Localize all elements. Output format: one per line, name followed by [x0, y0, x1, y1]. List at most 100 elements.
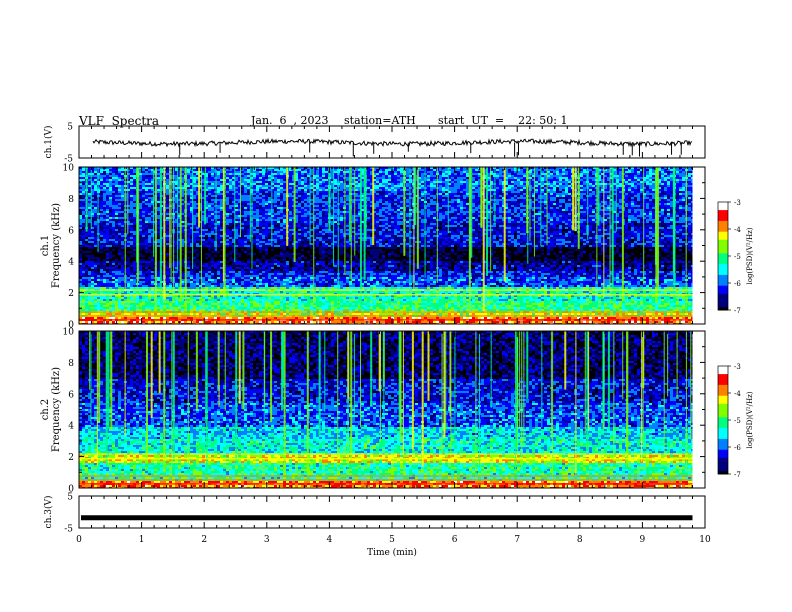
sferic-streak [169, 167, 171, 269]
sferic-streak [526, 331, 529, 399]
sferic-streak [574, 167, 577, 232]
sferic-streak [378, 331, 381, 392]
colorbar-tick-label: -4 [734, 390, 741, 398]
sferic-streak [416, 167, 419, 269]
colorbar-tick-label: -4 [734, 226, 741, 234]
sferic-streak [533, 167, 535, 257]
ch1-trace [92, 137, 693, 148]
y-axis-label: ch.1 [40, 235, 51, 257]
sferic-streak [372, 167, 375, 246]
sferic-streak [673, 167, 676, 302]
sferic-streak [324, 331, 326, 412]
sferic-streak [409, 167, 411, 309]
y-tick-label: -5 [64, 155, 73, 165]
sferic-streak [184, 167, 187, 315]
sferic-streak [478, 331, 480, 468]
ch1-waveform-panel [92, 137, 693, 157]
sferic-streak [89, 331, 91, 390]
sferic-streak [359, 167, 362, 308]
sferic-streak [309, 167, 311, 245]
sferic-streak [523, 331, 525, 448]
sferic-streak [383, 331, 385, 419]
sferic-streak [454, 331, 456, 444]
sferic-streak [96, 331, 98, 467]
sferic-streak [540, 167, 542, 247]
y-axis-label: ch.2 [40, 399, 51, 421]
sferic-streak [264, 331, 266, 406]
sferic-streak [337, 167, 339, 308]
sferic-streak [360, 331, 362, 428]
sferic-streak [90, 167, 92, 230]
sferic-streak [173, 167, 175, 303]
sferic-streak [626, 331, 628, 467]
sferic-streak [318, 331, 321, 438]
colorbar-tick-label: -6 [734, 280, 741, 288]
sferic-streak [138, 167, 140, 282]
sferic-streak [577, 167, 580, 249]
x-tick-label: 5 [389, 535, 395, 545]
sferic-streak [172, 331, 175, 463]
sferic-streak [223, 167, 226, 298]
ch3-waveform-panel [81, 515, 693, 521]
sferic-streak [564, 331, 567, 390]
sferic-streak [514, 331, 516, 471]
sferic-streak [195, 331, 198, 411]
sferic-streak [588, 331, 590, 431]
sferic-streak [283, 331, 286, 480]
sferic-streak [443, 331, 446, 438]
y-axis-label: ch.3(V) [43, 496, 54, 529]
sferic-streak [150, 331, 153, 418]
y-tick-label: 5 [67, 123, 73, 133]
sferic-streak [251, 167, 253, 270]
sferic-streak [519, 331, 521, 429]
sferic-streak [575, 331, 577, 476]
x-tick-label: 3 [264, 535, 270, 545]
narrowband-line [79, 315, 693, 317]
sferic-streak [204, 167, 207, 225]
narrowband-line [79, 289, 693, 291]
sferic-streak [413, 167, 415, 291]
sferic-streak [436, 167, 438, 283]
sferic-streak [271, 167, 273, 247]
sferic-streak [690, 331, 692, 440]
sferic-streak [249, 167, 251, 242]
sferic-streak [403, 167, 406, 256]
sferic-streak [124, 331, 126, 437]
y-tick-label: 6 [68, 390, 74, 400]
sferic-streak [171, 331, 173, 468]
x-tick-label: 4 [327, 535, 333, 545]
sferic-streak [414, 167, 417, 226]
sferic-streak [281, 331, 284, 411]
sferic-streak [485, 167, 488, 276]
sferic-streak [602, 331, 605, 423]
x-axis-label: Time (min) [367, 547, 417, 558]
sferic-streak [153, 167, 155, 257]
x-tick-label: 0 [76, 535, 82, 545]
sferic-streak [238, 331, 241, 404]
sferic-streak [526, 167, 529, 234]
x-tick-label: 6 [452, 535, 458, 545]
sferic-streak [370, 331, 373, 407]
sferic-streak [159, 167, 162, 305]
y-tick-label: 4 [68, 422, 74, 432]
start-time-label: start UT = 22: 50: 1 [438, 114, 568, 127]
sferic-streak [235, 331, 238, 461]
colorbar-tick-label: -3 [734, 363, 741, 371]
y-tick-label: 8 [68, 359, 74, 369]
sferic-streak [154, 167, 157, 310]
sferic-streak [626, 331, 629, 465]
y-tick-label: 2 [68, 289, 74, 299]
sferic-streak [344, 167, 346, 275]
y-tick-label: 6 [68, 226, 74, 236]
sferic-streak [179, 167, 182, 303]
sferic-streak [170, 167, 172, 283]
sferic-streak [503, 167, 506, 282]
chart-title: VLF Spectra [79, 114, 159, 128]
colorbar-label: log(PSD)(V²/Hz) [746, 227, 754, 284]
y-axis-label: Frequency (kHz) [51, 203, 62, 288]
y-axis-label: ch.1(V) [43, 126, 54, 159]
colorbar-tick-label: -7 [734, 307, 741, 315]
sferic-streak [552, 331, 554, 479]
sferic-streak [97, 167, 99, 252]
narrowband-line [79, 311, 693, 313]
